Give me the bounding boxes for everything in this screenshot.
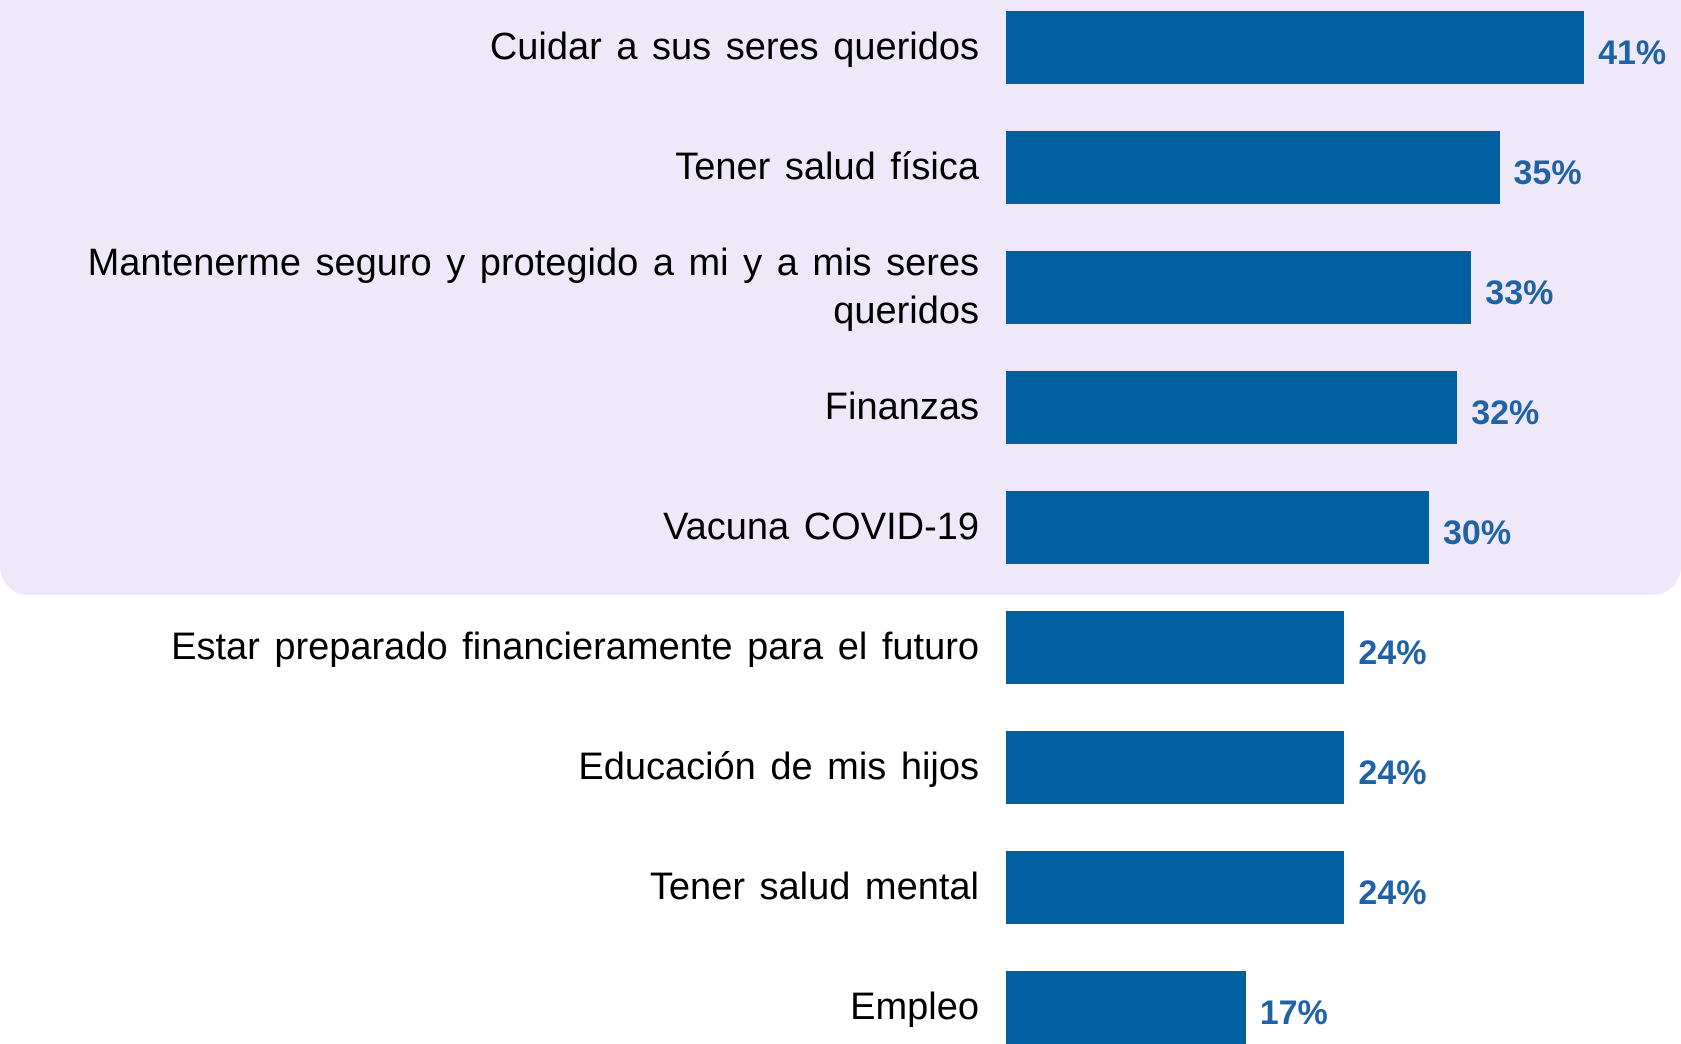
value-label: 33% [1485,274,1554,312]
category-label: Estar preparado financieramente para el … [171,625,979,668]
bar [1006,731,1345,804]
category-label: Empleo [850,985,979,1028]
category-label: Educación de mis hijos [578,745,979,788]
bar [1006,611,1345,684]
value-label: 24% [1358,754,1427,792]
value-label: 17% [1259,994,1328,1032]
value-label: 41% [1598,34,1667,72]
category-label: Finanzas [824,385,979,428]
category-label: Tener salud mental [649,865,979,908]
value-label: 30% [1443,514,1512,552]
bar [1006,251,1472,324]
category-label: Mantenerme seguro y protegido a mi y a m… [87,242,979,332]
value-label: 24% [1358,634,1427,672]
bar [1006,851,1345,924]
bar [1006,371,1458,444]
value-label: 32% [1471,394,1540,432]
value-label: 35% [1513,154,1582,192]
bar [1006,971,1246,1044]
category-label: Vacuna COVID-19 [663,505,979,548]
category-label: Tener salud física [675,145,979,188]
bar [1006,491,1429,564]
bar [1006,11,1585,84]
value-label: 24% [1358,874,1427,912]
category-label: Cuidar a sus seres queridos [489,25,979,68]
bar [1006,131,1500,204]
